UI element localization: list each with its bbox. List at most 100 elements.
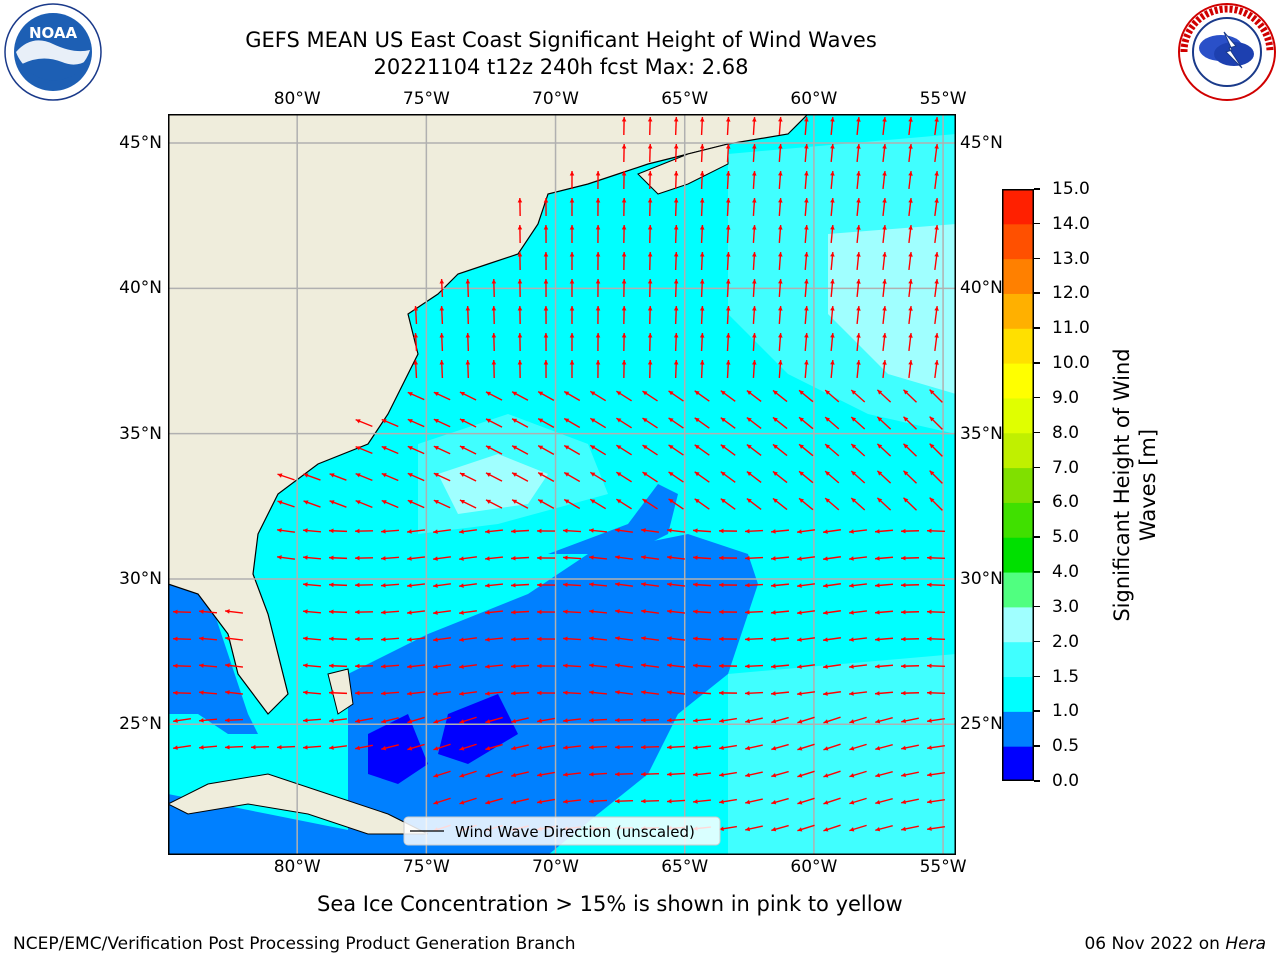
wave-arrow [699,278,705,298]
colorbar-tick-mark [1034,710,1040,712]
latitude-label: 45°N [960,133,1003,154]
wave-arrow [830,170,835,190]
latitude-label: 30°N [960,568,1003,589]
wave-arrow [752,359,757,379]
wave-arrow [804,116,809,136]
colorbar-segment [1002,676,1034,712]
wave-arrow [563,471,581,483]
wave-arrow [433,445,451,455]
wave-arrow [823,716,841,724]
colorbar-tick-mark [1034,292,1040,294]
wave-arrow [640,771,660,777]
wave-arrow [875,825,893,832]
wave-arrow [595,332,601,352]
wave-arrow [172,609,192,615]
wave-arrow [771,716,789,724]
wave-arrow [432,556,452,561]
wave-arrow [517,251,523,271]
wave-arrow [778,251,783,271]
colorbar-tick-label: 13.0 [1052,248,1090,269]
wave-arrow [569,359,575,379]
colorbar-tick-mark [1034,257,1040,260]
wave-arrow [588,555,608,560]
wave-arrow [303,473,321,481]
wave-arrow [725,224,731,244]
wave-arrow [511,391,529,401]
wave-arrow [848,664,868,669]
wave-arrow [614,636,634,641]
wave-arrow [511,771,529,778]
wave-arrow [432,610,452,615]
wave-arrow [328,690,348,696]
wave-arrow [433,770,451,778]
wave-arrow [771,770,789,778]
wave-arrow [510,582,530,588]
footer-host: Hera [1225,934,1266,954]
wave-arrow [823,743,841,751]
colorbar-segment [1002,258,1034,294]
wave-arrow [484,556,504,561]
wave-arrow [666,609,686,614]
wave-arrow [882,197,887,217]
wave-arrow [614,744,634,750]
colorbar-tick-label: 1.0 [1052,701,1080,722]
wave-arrow [562,582,582,587]
wave-arrow [752,251,757,271]
wave-arrow [588,636,608,641]
wave-arrow [432,664,452,669]
wave-arrow [824,497,840,511]
wave-height-map: Wind Wave Direction (unscaled) [168,114,956,855]
longitude-label: 80°W [273,89,321,109]
wave-arrow [849,824,867,832]
wave-arrow [903,497,917,511]
wave-arrow [543,224,549,244]
wave-arrow [537,717,555,724]
wave-arrow [926,799,946,804]
wave-arrow [614,582,634,587]
colorbar-tick-mark [1034,675,1040,678]
wave-arrow [511,744,529,751]
wave-arrow [874,664,894,669]
wave-arrow [797,797,815,805]
wave-arrow [692,582,712,587]
wave-arrow [770,610,790,615]
wave-arrow [172,745,192,750]
wave-arrow [640,636,660,641]
wave-arrow [934,305,939,325]
wave-arrow [458,583,478,588]
wave-arrow [459,391,477,401]
wave-arrow [562,528,582,533]
wave-arrow [537,744,555,751]
wave-arrow [536,555,556,561]
wave-arrow [302,582,322,587]
colorbar-tick-label: 3.0 [1052,596,1080,617]
colorbar-tick-mark [1034,501,1040,503]
wave-arrow [856,251,861,271]
wave-arrow [543,332,549,352]
wave-arrow [746,389,762,403]
colorbar-segment [1002,432,1034,469]
nws-logo [1178,3,1276,101]
wave-arrow [511,472,529,482]
wave-arrow [302,745,322,750]
wave-arrow [908,197,913,217]
wave-arrow [934,170,939,190]
colorbar-segment [1002,189,1034,225]
wave-arrow [614,663,634,668]
wave-arrow [694,471,710,483]
wave-arrow [875,744,893,751]
latitude-label: 40°N [119,278,162,299]
wave-arrow [543,197,549,217]
wave-arrow [699,197,705,217]
wave-arrow [562,555,582,560]
wave-arrow [720,390,736,402]
wave-arrow [465,305,471,325]
colorbar-tick-mark [1034,640,1040,643]
wave-arrow [621,224,627,244]
wave-arrow [491,278,497,298]
wave-arrow [459,418,477,428]
latitude-label: 35°N [119,423,162,444]
wave-arrow [804,278,809,298]
wave-arrow [926,528,946,534]
wave-arrow [725,143,731,163]
